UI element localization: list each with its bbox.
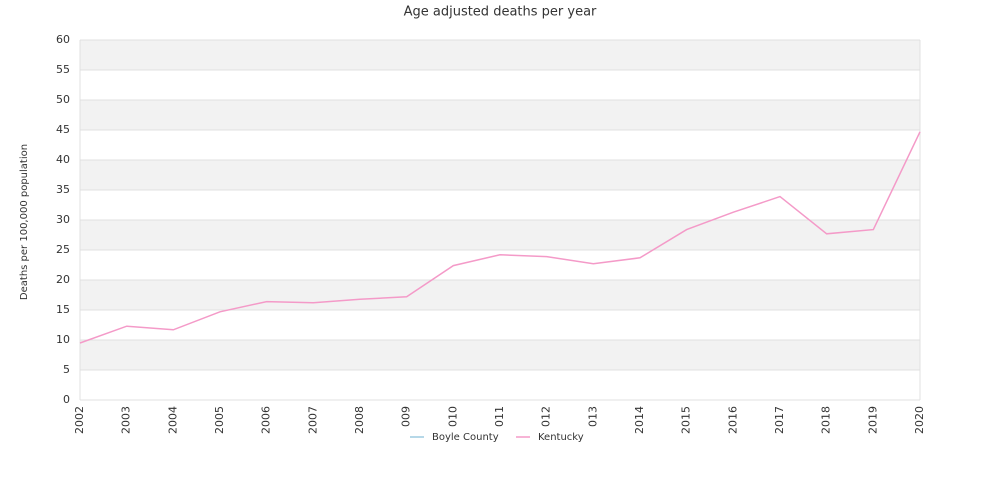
x-tick-label: 2018 — [820, 406, 833, 434]
x-tick-label: 2017 — [773, 406, 786, 434]
y-tick-label: 50 — [56, 93, 70, 106]
legend-label: Boyle County — [432, 432, 499, 443]
y-tick-label: 20 — [56, 273, 70, 286]
y-tick-label: 5 — [63, 363, 70, 376]
x-tick-label: 2020 — [913, 406, 926, 434]
legend: Boyle County Kentucky — [400, 428, 598, 446]
y-tick-label: 25 — [56, 243, 70, 256]
y-tick-label: 40 — [56, 153, 70, 166]
legend-background — [400, 428, 598, 446]
x-tick-label: 2016 — [726, 406, 739, 434]
x-tick-label: 2011 — [493, 406, 506, 434]
x-tick-label: 2010 — [446, 406, 459, 434]
x-tick-label: 2007 — [306, 406, 319, 434]
x-tick-label: 2005 — [213, 406, 226, 434]
y-tick-label: 10 — [56, 333, 70, 346]
y-axis-label: Deaths per 100,000 population — [19, 144, 30, 300]
x-tick-label: 2019 — [866, 406, 879, 434]
x-tick-label: 2013 — [586, 406, 599, 434]
grid-band — [80, 340, 920, 370]
y-tick-label: 55 — [56, 63, 70, 76]
grid-band — [80, 40, 920, 70]
grid-band — [80, 220, 920, 250]
y-tick-label: 0 — [63, 393, 70, 406]
x-tick-label: 2008 — [353, 406, 366, 434]
line-series — [79, 131, 921, 344]
x-tick-label: 2012 — [540, 406, 553, 434]
x-tick-label: 2003 — [120, 406, 133, 434]
x-tick-label: 2015 — [680, 406, 693, 434]
grid-band — [80, 100, 920, 130]
grid-band — [80, 280, 920, 310]
y-tick-label: 35 — [56, 183, 70, 196]
legend-label: Kentucky — [538, 432, 584, 443]
y-tick-label: 60 — [56, 33, 70, 46]
x-tick-label: 2009 — [400, 406, 413, 434]
y-tick-label: 15 — [56, 303, 70, 316]
x-tick-label: 2006 — [260, 406, 273, 434]
x-tick-label: 2004 — [166, 406, 179, 434]
y-tick-label: 30 — [56, 213, 70, 226]
x-tick-label: 2002 — [73, 406, 86, 434]
grid-band — [80, 160, 920, 190]
chart-title: Age adjusted deaths per year — [404, 5, 597, 20]
x-tick-label: 2014 — [633, 406, 646, 434]
y-tick-label: 45 — [56, 123, 70, 136]
